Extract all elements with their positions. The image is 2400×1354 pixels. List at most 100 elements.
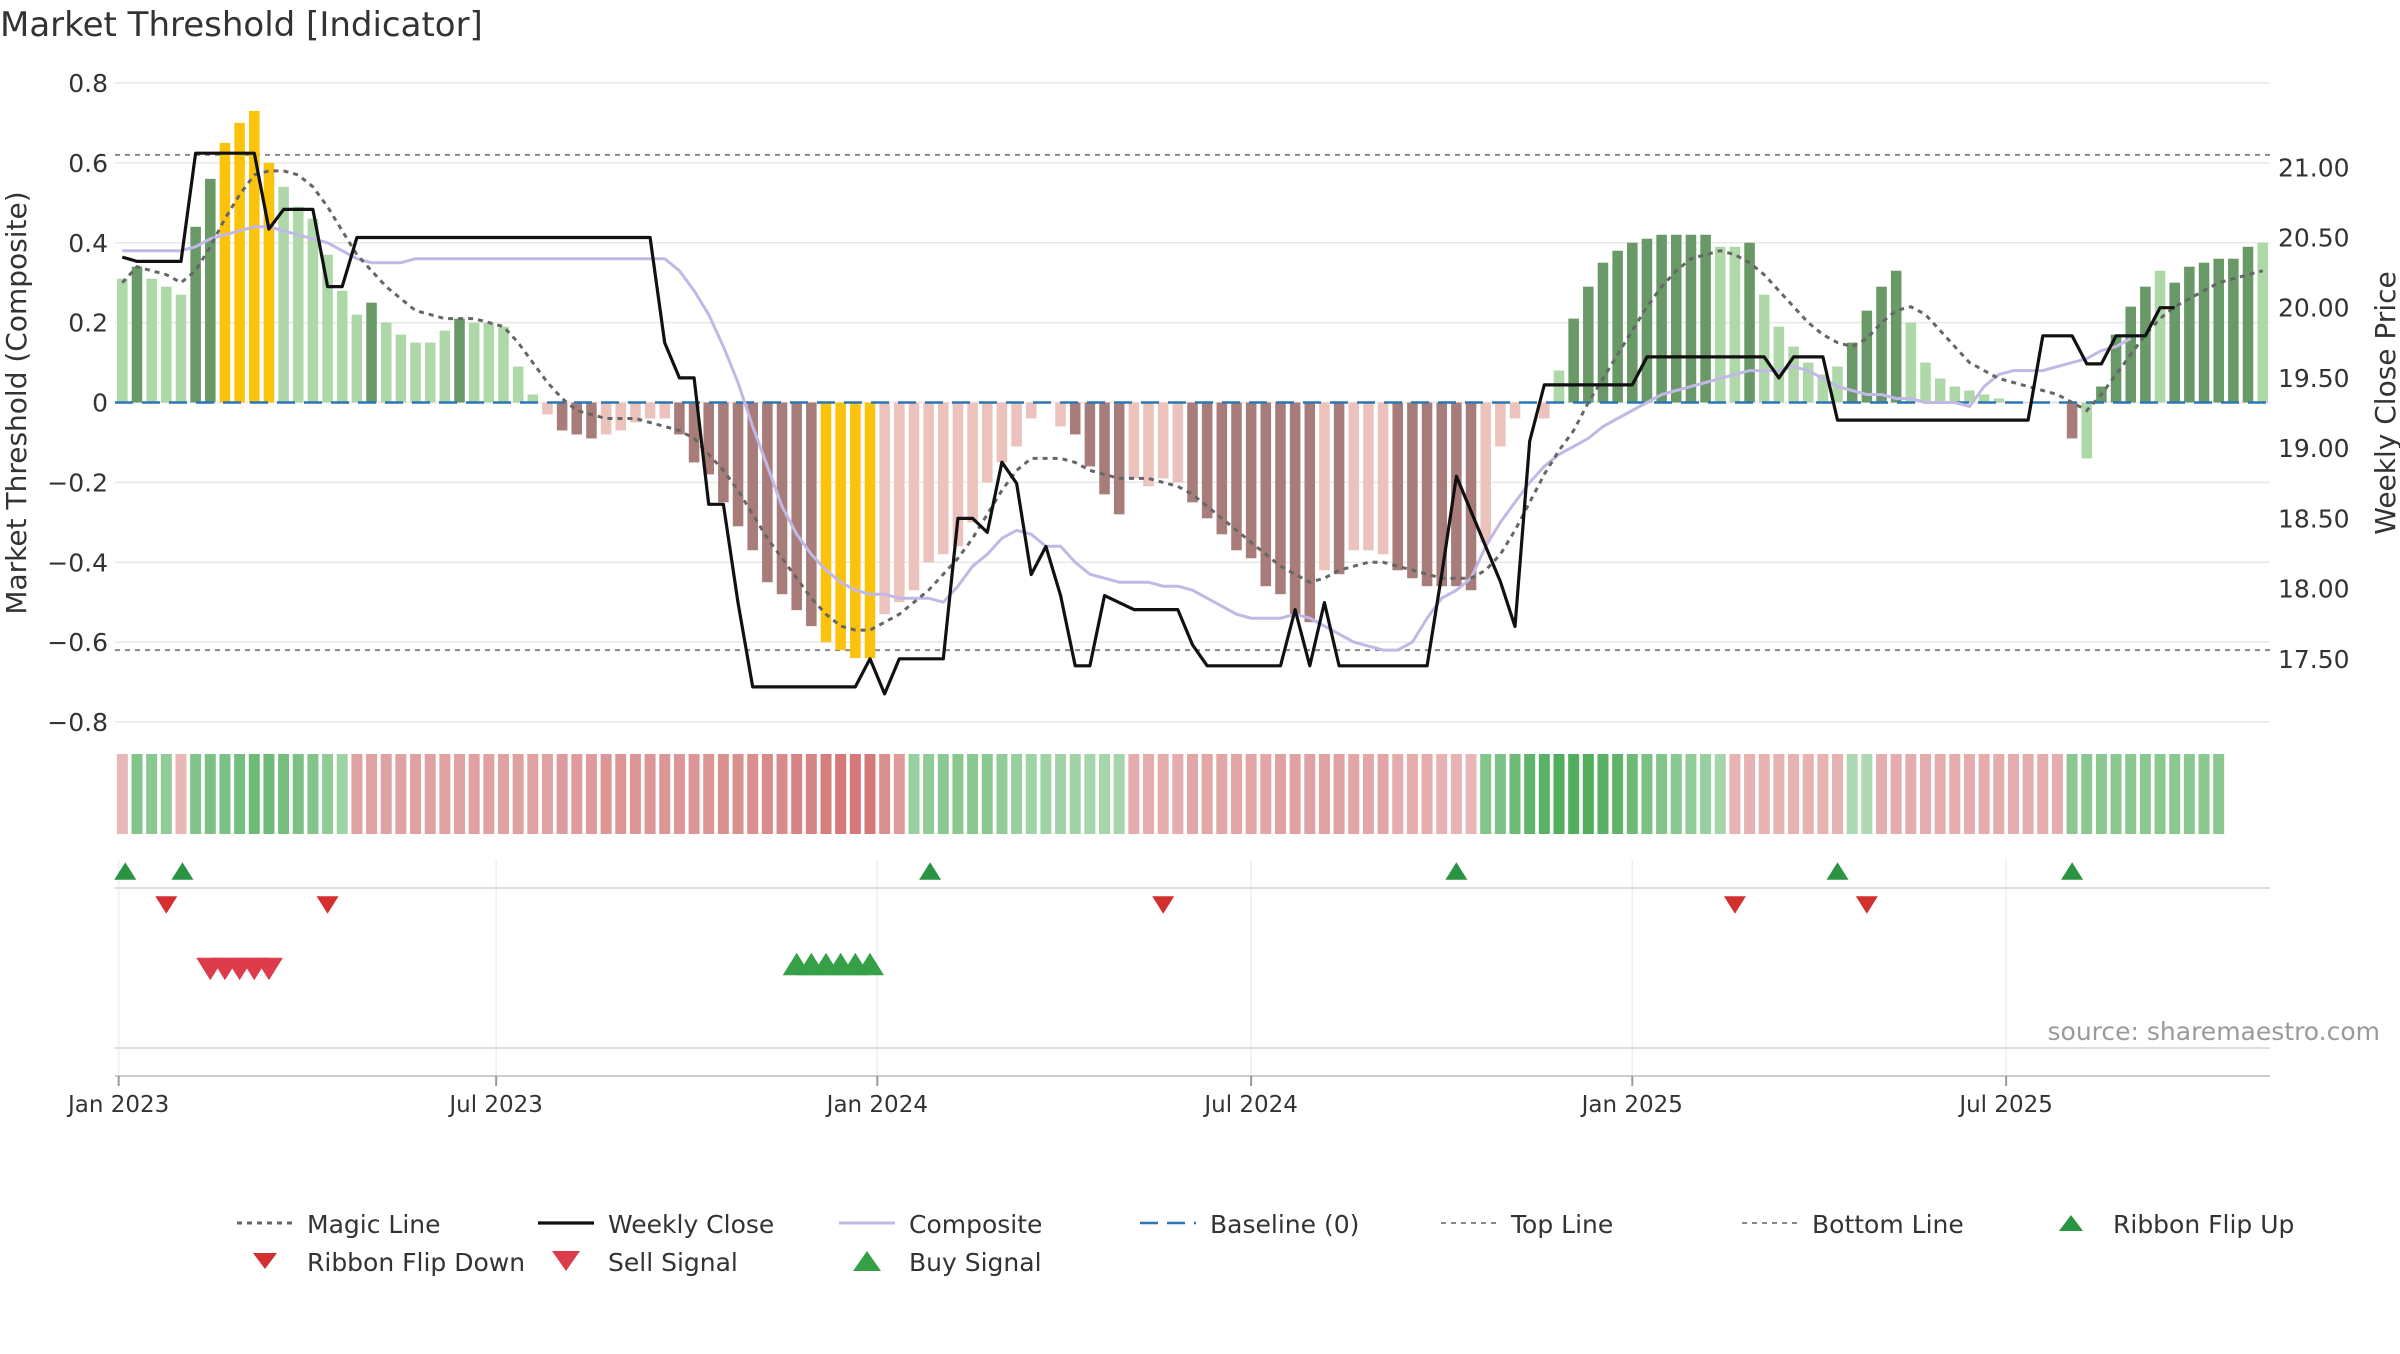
ribbon-cell [278,754,290,834]
composite-bar [1392,402,1404,571]
composite-bar [894,402,905,603]
legend-label: Sell Signal [608,1248,738,1277]
x-tick-label: Jan 2025 [1580,1092,1683,1118]
ribbon-cell [923,754,935,834]
composite-bar [1568,318,1579,403]
ribbon-cell [175,754,187,834]
ribbon-cell [1172,754,1184,834]
composite-bar [2198,262,2210,403]
ribbon-flip-up-marker [171,862,194,880]
ribbon-cell [1890,754,1902,834]
ribbon-cell [2154,754,2166,834]
ribbon-cell [541,754,553,834]
ribbon-cell [1274,754,1286,834]
ribbon-cell [776,754,788,834]
ribbon-cell [1069,754,1081,834]
composite-bar [1920,362,1931,403]
composite-bar [1187,402,1198,503]
ribbon-cell [659,754,671,834]
ribbon-cell [1099,754,1111,834]
composite-bar [1817,374,1829,403]
ribbon-cell [1861,754,1873,834]
composite-bar [1583,286,1594,403]
ribbon-cell [703,754,715,834]
composite-bar [1876,286,1887,403]
ribbon-cell [1421,754,1433,834]
legend: Magic Line Weekly Close Composite Baseline … [237,1210,2294,1277]
composite-bar [952,402,964,547]
legend-label: Bottom Line [1812,1210,1964,1239]
composite-bar [498,326,509,403]
composite-bar [1451,402,1462,587]
ribbon-cell [1318,754,1330,834]
composite-bar [190,226,201,403]
ribbon-cell [439,754,451,834]
composite-bar [630,402,641,423]
ribbon-cell [1230,754,1242,834]
legend-label: Weekly Close [608,1210,774,1239]
composite-bar [1245,402,1257,559]
y2-tick-label: 17.50 [2278,645,2350,674]
composite-bar [879,402,890,615]
ribbon-cell [1025,754,1037,834]
composite-bar [234,122,245,403]
composite-bar [981,402,993,483]
ribbon-cell [527,754,539,834]
ribbon-cell [1949,754,1961,834]
composite-bar [1861,310,1873,403]
ribbon-cell [864,754,876,834]
composite-bar [322,254,333,403]
composite-bar [2154,270,2166,403]
ribbon-cell [1876,754,1888,834]
composite-bar [161,286,172,403]
composite-bar [1539,402,1550,419]
ribbon-cell [1993,754,2005,834]
composite-bar [791,402,802,611]
composite-bar [1641,238,1653,403]
ribbon-cell [2007,754,2019,834]
ribbon-cell [1963,754,1975,834]
composite-bar [205,178,216,403]
composite-bar [2081,402,2093,459]
ribbon-cell [1846,754,1858,834]
composite-bar [1465,402,1477,591]
composite-bar [1993,398,2005,403]
ribbon-flip-down-marker [1723,896,1746,914]
ribbon-cell [1788,754,1800,834]
source-label: source: sharemaestro.com [2048,1017,2381,1046]
ribbon-cell [1304,754,1316,834]
ribbon-flip-up-marker [919,862,942,880]
ribbon-cell [1934,754,1946,834]
composite-bar [1627,242,1638,403]
ribbon-cell [791,754,803,834]
trend-ribbon [116,754,2225,834]
ribbon-cell [585,754,597,834]
composite-bar [336,290,348,403]
y-tick-label: −0.8 [47,708,108,737]
composite-bar [1905,322,1917,403]
composite-bar [923,402,934,563]
composite-bar [2228,258,2239,403]
ribbon-cell [336,754,348,834]
composite-bar [732,402,744,527]
composite-bar [806,402,817,627]
ribbon-cell [615,754,627,834]
ribbon-cell [1289,754,1301,834]
y2-tick-label: 20.50 [2278,223,2350,252]
ribbon-cell [1128,754,1140,834]
composite-bar [1597,262,1609,403]
ribbon-cell [1216,754,1228,834]
ribbon-flip-up-marker [1826,862,1849,880]
composite-bar [1319,402,1330,571]
composite-bar [512,366,524,403]
ribbon-cell [2110,754,2122,834]
ribbon-cell [366,754,378,834]
ribbon-cell [1524,754,1536,834]
ribbon-cell [1656,754,1668,834]
ribbon-cell [351,754,363,834]
signal-markers [114,862,2084,981]
y-tick-label: 0.4 [68,229,108,258]
composite-bar [380,322,392,403]
buy-signal-marker [855,952,884,976]
